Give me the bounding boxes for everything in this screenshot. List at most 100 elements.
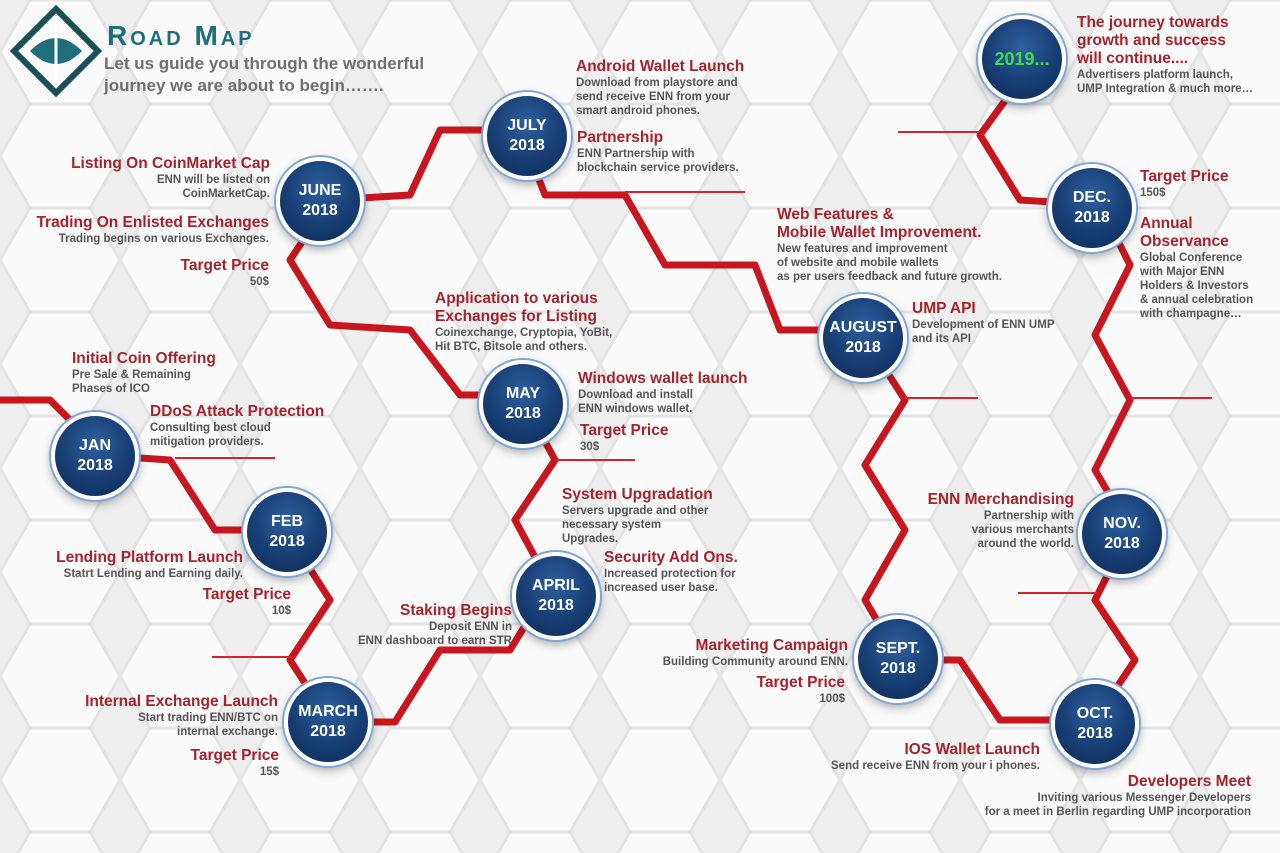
item-trading: Trading On Enlisted Exchanges Trading be… xyxy=(36,214,269,246)
item-heading: Target Price xyxy=(756,674,845,691)
milestone-july: JULY 2018 xyxy=(483,92,571,180)
item-sep-price: Target Price 100$ xyxy=(757,674,845,706)
item-windows-wallet: Windows wallet launch Download and insta… xyxy=(578,370,748,416)
page-title: Road Map xyxy=(107,20,255,51)
item-desc: necessary system xyxy=(562,519,662,531)
item-desc: Holders & Investors xyxy=(1140,280,1249,292)
node-year: 2018 xyxy=(1104,535,1140,552)
item-partnership: Partnership ENN Partnership with blockch… xyxy=(577,129,739,175)
item-heading: Listing On CoinMarket Cap xyxy=(71,155,270,172)
item-desc: Consulting best cloud xyxy=(150,422,271,434)
item-desc: Global Conference xyxy=(1140,252,1243,264)
item-lending: Lending Platform Launch Statrt Lending a… xyxy=(56,549,243,581)
item-desc: internal exchange. xyxy=(177,726,278,738)
node-month: DEC. xyxy=(1072,189,1112,206)
node-month: FEB xyxy=(271,513,303,530)
item-ump-api: UMP API Development of ENN UMP and its A… xyxy=(912,300,1055,346)
item-desc: with Major ENN xyxy=(1140,266,1225,278)
item-heading: ENN Merchandising xyxy=(927,491,1074,508)
item-feb-price: Target Price 10$ xyxy=(203,586,291,618)
item-desc: Inviting various Messenger Developers xyxy=(1037,792,1251,804)
item-desc: for a meet in Berlin regarding UMP incor… xyxy=(984,806,1251,818)
item-heading: The journey towards xyxy=(1077,14,1229,31)
item-ico: Initial Coin Offering Pre Sale & Remaini… xyxy=(72,350,216,396)
node-month: JULY xyxy=(507,117,547,134)
node-month: JUNE xyxy=(298,182,342,199)
node-month: SEPT. xyxy=(875,640,921,657)
milestone-april: APRIL 2018 xyxy=(512,552,600,640)
item-desc: Development of ENN UMP xyxy=(912,319,1055,331)
item-desc: 10$ xyxy=(271,605,291,617)
item-heading: Initial Coin Offering xyxy=(72,350,216,367)
item-heading: System Upgradation xyxy=(562,486,713,503)
milestone-dec: DEC. 2018 xyxy=(1048,164,1136,252)
item-desc: Hit BTC, Bitsole and others. xyxy=(435,341,588,353)
item-marketing: Marketing Campaign Building Community ar… xyxy=(663,637,848,669)
item-desc: Phases of ICO xyxy=(72,383,150,395)
item-desc: 150$ xyxy=(1140,187,1166,199)
node-month: OCT. xyxy=(1076,705,1114,722)
node-month: APRIL xyxy=(532,577,580,594)
item-heading: Mobile Wallet Improvement. xyxy=(777,224,982,241)
item-heading: Trading On Enlisted Exchanges xyxy=(36,214,269,231)
item-heading: Target Price xyxy=(180,257,269,274)
item-heading: Internal Exchange Launch xyxy=(85,693,278,710)
item-desc: mitigation providers. xyxy=(150,436,264,448)
item-ddos: DDoS Attack Protection Consulting best c… xyxy=(150,403,324,449)
node-year: 2018 xyxy=(505,405,541,422)
item-desc: Building Community around ENN. xyxy=(662,656,848,668)
item-heading: growth and success xyxy=(1077,32,1227,49)
company-logo xyxy=(10,5,102,97)
item-heading: Android Wallet Launch xyxy=(576,58,745,75)
item-desc: ENN dashboard to earn STR xyxy=(358,635,512,647)
milestone-feb: FEB 2018 xyxy=(243,488,331,576)
item-dec-price: Target Price 150$ xyxy=(1140,168,1228,200)
item-desc: as per users feedback and future growth. xyxy=(777,271,1002,283)
item-desc: UMP Integration & much more… xyxy=(1077,83,1254,95)
item-desc: Advertisers platform launch, xyxy=(1077,69,1233,81)
milestone-august: AUGUST 2018 xyxy=(819,294,907,382)
item-heading: Exchanges for Listing xyxy=(435,308,597,325)
item-journey: The journey towards growth and success w… xyxy=(1077,14,1253,96)
milestone-nov: NOV. 2018 xyxy=(1078,490,1166,578)
item-heading: Lending Platform Launch xyxy=(56,549,243,566)
item-heading: Windows wallet launch xyxy=(578,370,748,387)
item-desc: blockchain service providers. xyxy=(577,162,739,174)
item-desc: with champagne… xyxy=(1140,308,1242,320)
item-desc: ENN windows wallet. xyxy=(578,403,693,415)
item-heading: IOS Wallet Launch xyxy=(904,741,1041,758)
node-year: 2018 xyxy=(538,597,574,614)
item-security: Security Add Ons. Increased protection f… xyxy=(604,549,738,595)
item-heading: UMP API xyxy=(912,300,976,317)
item-desc: Deposit ENN in xyxy=(428,621,512,633)
subtitle-line: journey we are about to begin……. xyxy=(104,76,384,95)
node-month: MARCH xyxy=(298,703,358,720)
item-desc: of website and mobile wallets xyxy=(777,257,939,269)
item-heading: Target Price xyxy=(1140,168,1229,185)
item-desc: increased user base. xyxy=(604,582,718,594)
item-heading: Target Price xyxy=(202,586,291,603)
item-desc: ENN will be listed on xyxy=(156,174,270,186)
item-mar-price: Target Price 15$ xyxy=(191,747,279,779)
node-year: 2018 xyxy=(302,202,338,219)
node-month: JAN xyxy=(78,437,111,454)
item-desc: Download from playstore and xyxy=(576,77,738,89)
node-month: NOV. xyxy=(1103,515,1141,532)
item-heading: Security Add Ons. xyxy=(604,549,738,566)
item-heading: Marketing Campaign xyxy=(695,637,848,654)
item-heading: Application to various xyxy=(435,290,598,307)
node-month: 2019... xyxy=(994,49,1050,69)
item-web-features: Web Features & Mobile Wallet Improvement… xyxy=(777,206,1002,284)
node-year: 2018 xyxy=(845,339,881,356)
item-heading: Observance xyxy=(1140,233,1229,250)
milestone-may: MAY 2018 xyxy=(479,360,567,448)
item-desc: and its API xyxy=(912,333,971,345)
item-system-upgradation: System Upgradation Servers upgrade and o… xyxy=(562,486,713,546)
item-desc: Trading begins on various Exchanges. xyxy=(58,233,269,245)
item-heading: Web Features & xyxy=(777,206,894,223)
item-android-wallet: Android Wallet Launch Download from play… xyxy=(576,58,744,118)
item-heading: Annual xyxy=(1140,215,1193,232)
node-year: 2018 xyxy=(1077,725,1113,742)
item-desc: Pre Sale & Remaining xyxy=(72,369,191,381)
item-internal-exchange: Internal Exchange Launch Start trading E… xyxy=(85,693,278,739)
